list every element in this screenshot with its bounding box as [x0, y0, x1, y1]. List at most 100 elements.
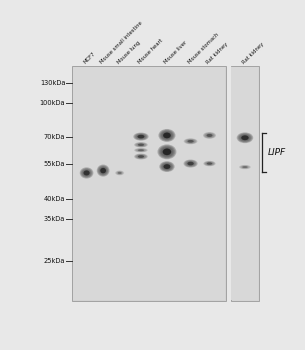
Ellipse shape: [118, 172, 122, 174]
Ellipse shape: [188, 140, 194, 142]
Ellipse shape: [138, 155, 144, 158]
Ellipse shape: [237, 132, 253, 143]
Text: 35kDa: 35kDa: [44, 216, 65, 222]
Ellipse shape: [84, 171, 89, 175]
Ellipse shape: [82, 169, 91, 176]
Ellipse shape: [101, 168, 106, 173]
Ellipse shape: [241, 135, 249, 140]
Ellipse shape: [137, 144, 145, 146]
Ellipse shape: [158, 129, 175, 142]
Ellipse shape: [241, 166, 249, 168]
Ellipse shape: [239, 165, 251, 169]
Text: LIPF: LIPF: [268, 148, 286, 157]
Ellipse shape: [162, 163, 172, 170]
Ellipse shape: [188, 140, 193, 142]
Ellipse shape: [205, 133, 214, 138]
Text: 55kDa: 55kDa: [44, 161, 65, 167]
Ellipse shape: [136, 134, 146, 139]
Text: Mouse lung: Mouse lung: [116, 40, 141, 65]
Ellipse shape: [80, 167, 93, 178]
Ellipse shape: [160, 162, 174, 172]
Ellipse shape: [161, 147, 173, 156]
Ellipse shape: [240, 134, 250, 141]
Ellipse shape: [99, 167, 107, 174]
Ellipse shape: [203, 161, 216, 166]
Ellipse shape: [84, 170, 90, 175]
Ellipse shape: [137, 149, 145, 151]
Ellipse shape: [137, 155, 145, 159]
Ellipse shape: [134, 133, 148, 140]
Ellipse shape: [159, 161, 175, 172]
Ellipse shape: [136, 148, 146, 152]
Text: 70kDa: 70kDa: [44, 134, 65, 140]
Ellipse shape: [187, 161, 194, 166]
Ellipse shape: [134, 148, 148, 152]
Ellipse shape: [161, 162, 173, 171]
Text: MCF7: MCF7: [83, 51, 97, 65]
Ellipse shape: [81, 169, 92, 177]
Ellipse shape: [100, 167, 106, 174]
Ellipse shape: [205, 161, 214, 166]
Ellipse shape: [206, 134, 213, 137]
Ellipse shape: [135, 154, 147, 159]
Ellipse shape: [157, 145, 176, 159]
Ellipse shape: [136, 143, 146, 147]
Ellipse shape: [185, 139, 196, 144]
Text: 25kDa: 25kDa: [44, 258, 65, 264]
Ellipse shape: [138, 135, 144, 138]
Ellipse shape: [204, 132, 215, 138]
Ellipse shape: [242, 166, 248, 168]
Ellipse shape: [81, 168, 93, 178]
Ellipse shape: [100, 168, 106, 173]
Ellipse shape: [185, 139, 197, 144]
Bar: [73, 67, 225, 300]
Ellipse shape: [137, 155, 145, 158]
Ellipse shape: [240, 165, 250, 169]
Ellipse shape: [160, 146, 174, 158]
Ellipse shape: [239, 134, 251, 142]
Ellipse shape: [163, 149, 171, 155]
Text: 130kDa: 130kDa: [40, 80, 65, 86]
Ellipse shape: [83, 170, 90, 176]
Ellipse shape: [138, 155, 144, 158]
Ellipse shape: [207, 162, 212, 165]
Ellipse shape: [137, 149, 145, 152]
Ellipse shape: [207, 162, 212, 164]
Ellipse shape: [163, 164, 170, 169]
Ellipse shape: [185, 161, 196, 167]
Ellipse shape: [163, 164, 171, 169]
Ellipse shape: [184, 138, 197, 144]
Ellipse shape: [203, 132, 216, 139]
Bar: [72, 66, 226, 301]
Ellipse shape: [163, 132, 171, 139]
Ellipse shape: [134, 142, 148, 147]
Ellipse shape: [98, 165, 109, 176]
Ellipse shape: [241, 135, 249, 141]
Ellipse shape: [116, 171, 123, 175]
Ellipse shape: [135, 133, 147, 140]
Ellipse shape: [238, 133, 252, 142]
Ellipse shape: [135, 148, 147, 152]
Ellipse shape: [117, 172, 123, 175]
Ellipse shape: [242, 135, 248, 140]
Ellipse shape: [164, 164, 170, 169]
Ellipse shape: [163, 133, 171, 138]
Ellipse shape: [162, 148, 172, 156]
Ellipse shape: [206, 162, 214, 165]
Ellipse shape: [160, 130, 174, 141]
Text: Mouse small intestine: Mouse small intestine: [100, 21, 144, 65]
Ellipse shape: [186, 139, 195, 143]
Ellipse shape: [97, 164, 109, 177]
Ellipse shape: [160, 131, 174, 140]
Ellipse shape: [187, 140, 194, 143]
Ellipse shape: [133, 133, 149, 141]
Text: Mouse liver: Mouse liver: [163, 40, 188, 65]
Ellipse shape: [138, 149, 144, 151]
Ellipse shape: [206, 134, 212, 137]
Text: Rat kidney: Rat kidney: [242, 41, 265, 65]
Ellipse shape: [162, 131, 172, 140]
Ellipse shape: [137, 143, 145, 147]
Ellipse shape: [204, 161, 215, 166]
Ellipse shape: [116, 171, 124, 175]
Bar: [231, 67, 258, 300]
